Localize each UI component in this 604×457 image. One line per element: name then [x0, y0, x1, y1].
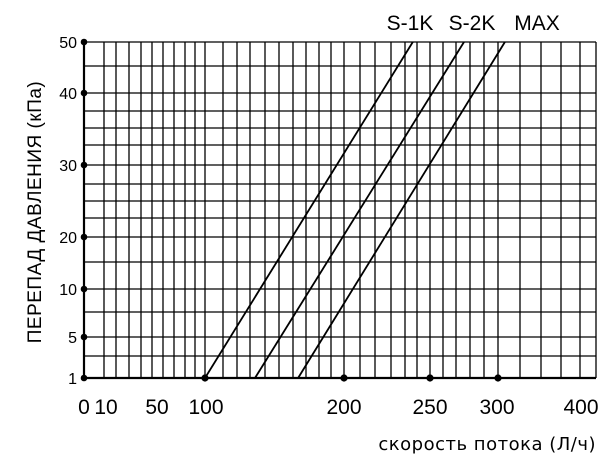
tick-markers [80, 38, 502, 382]
series-line-max [297, 41, 506, 379]
y-tick-label: 50 [59, 35, 77, 52]
y-tick-marker [80, 285, 88, 293]
y-tick-marker [80, 161, 88, 169]
y-tick-marker [80, 89, 88, 97]
x-tick-marker [201, 374, 209, 382]
y-tick-marker [80, 38, 88, 46]
x-tick-labels: 0 10 50 100 200 250 300 400 [78, 396, 598, 419]
grid [83, 41, 597, 379]
y-axis-label: ПЕРЕПАД ДАВЛЕНИЯ (кПа) [25, 81, 46, 344]
x-tick-label: 10 [94, 396, 117, 419]
y-tick-marker [80, 233, 88, 241]
y-tick-label: 20 [59, 230, 77, 247]
x-tick-label: 100 [188, 396, 223, 419]
series-label-s-1k: S-1K [387, 12, 434, 35]
x-tick-marker [340, 374, 348, 382]
series-label-s-2k: S-2K [449, 12, 496, 35]
x-tick-marker [494, 374, 502, 382]
x-tick-label: 200 [326, 396, 361, 419]
y-tick-marker [80, 374, 88, 382]
y-tick-marker [80, 333, 88, 341]
series-labels: S-1K S-2K MAX [387, 12, 560, 35]
x-tick-marker [426, 374, 434, 382]
axes [82, 42, 596, 380]
series-line-s-2k [254, 41, 465, 379]
x-tick-label: 300 [479, 396, 514, 419]
y-tick-label: 10 [59, 282, 77, 299]
x-axis-label: скорость потока (Л/ч) [378, 434, 596, 455]
y-tick-label: 30 [59, 158, 77, 175]
series-lines [204, 41, 506, 379]
y-tick-label: 40 [59, 86, 77, 103]
y-tick-label: 1 [68, 371, 77, 388]
y-tick-label: 5 [68, 330, 77, 347]
x-tick-label: 400 [563, 396, 598, 419]
x-tick-label: 50 [145, 396, 168, 419]
x-tick-label: 250 [412, 396, 447, 419]
series-line-s-1k [204, 41, 414, 379]
series-label-max: MAX [514, 12, 560, 35]
y-tick-labels: 1 5 10 20 30 40 50 [59, 35, 77, 388]
x-tick-label: 0 [78, 396, 90, 419]
